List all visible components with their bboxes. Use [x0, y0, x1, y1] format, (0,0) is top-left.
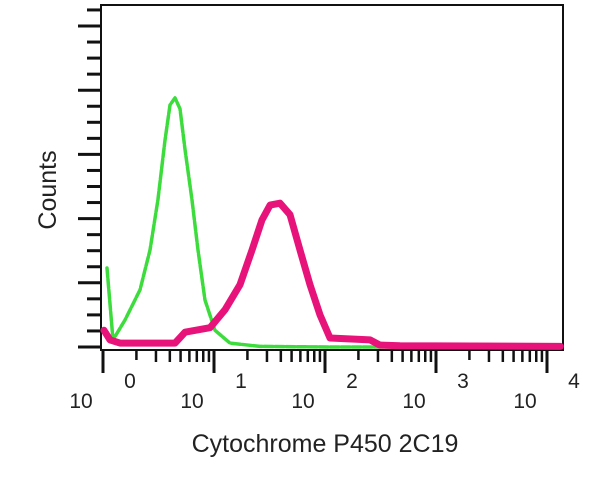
x-tick-label-base: 10: [402, 390, 425, 413]
series-line-control: [105, 96, 563, 349]
x-tick-label-exponent: 2: [346, 370, 358, 393]
x-tick-label-exponent: 1: [235, 370, 247, 393]
x-tick-label-base: 10: [180, 390, 203, 413]
x-axis-label: Cytochrome P450 2C19: [192, 430, 459, 458]
x-tick-label-exponent: 3: [457, 370, 469, 393]
plot-frame: [100, 4, 564, 351]
x-tick-label-exponent: 4: [568, 370, 580, 393]
x-tick-label-base: 10: [291, 390, 314, 413]
x-tick-label-exponent: 0: [124, 370, 136, 393]
x-tick-label-base: 10: [69, 390, 92, 413]
y-axis-label: Counts: [34, 150, 62, 229]
x-tick-label-base: 10: [513, 390, 536, 413]
series-line-cytochrome-p450-2c19: [100, 199, 564, 350]
